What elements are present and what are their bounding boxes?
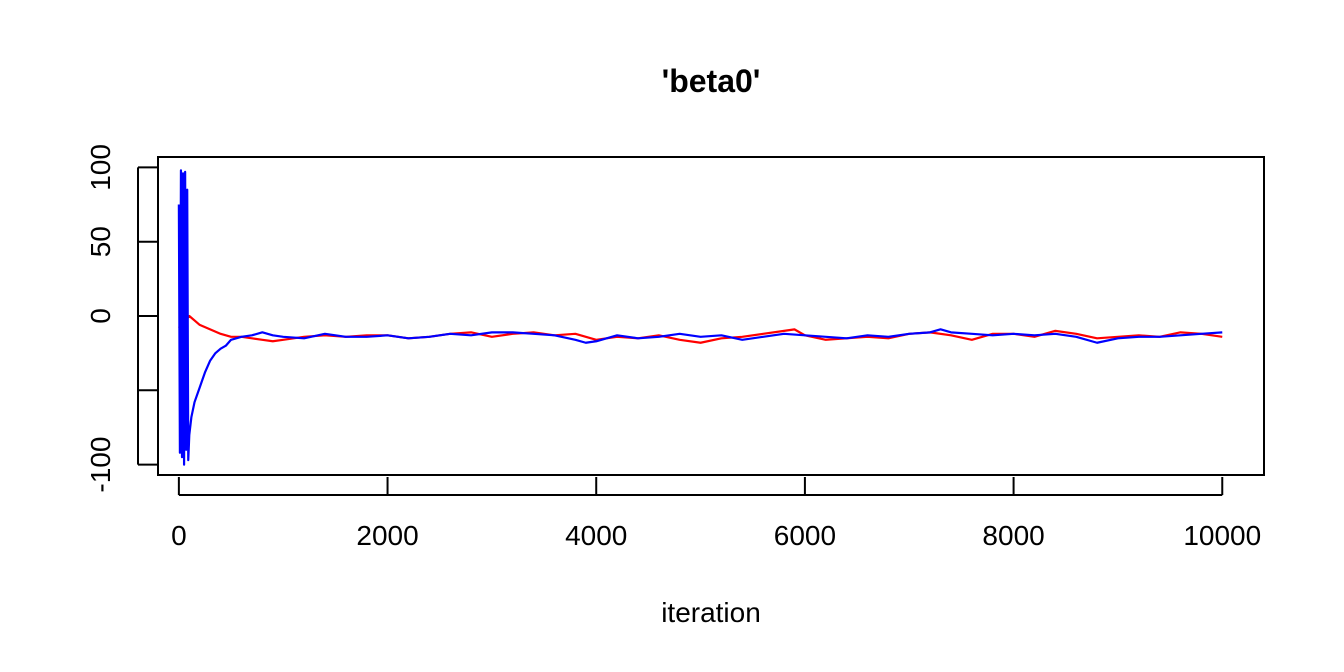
plot-area bbox=[157, 156, 1265, 476]
x-tick-label: 6000 bbox=[774, 520, 836, 551]
y-tick-label: 0 bbox=[85, 308, 116, 324]
x-tick-label: 4000 bbox=[565, 520, 627, 551]
y-tick-label: 100 bbox=[85, 144, 116, 191]
x-tick-label: 0 bbox=[171, 520, 187, 551]
series-line-1 bbox=[178, 314, 1223, 344]
x-axis: 0 2000 4000 6000 8000 10000 bbox=[171, 477, 1261, 551]
x-tick-label: 10000 bbox=[1183, 520, 1261, 551]
series-layer bbox=[177, 169, 1223, 466]
x-axis-label: iteration bbox=[661, 597, 761, 628]
series-line-2 bbox=[177, 169, 1223, 466]
y-tick-label: -100 bbox=[85, 437, 116, 493]
chart-title: 'beta0' bbox=[662, 63, 761, 99]
y-tick-label: 50 bbox=[85, 226, 116, 257]
y-axis: -100 0 50 100 bbox=[85, 144, 158, 493]
x-tick-label: 8000 bbox=[982, 520, 1044, 551]
x-tick-label: 2000 bbox=[356, 520, 418, 551]
